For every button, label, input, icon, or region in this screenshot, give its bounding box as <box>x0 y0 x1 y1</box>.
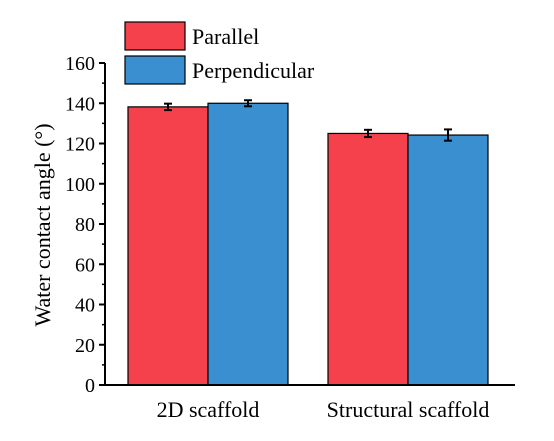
bar <box>127 106 209 386</box>
legend: Parallel Perpendicular <box>124 21 315 85</box>
legend-swatch <box>124 21 186 51</box>
legend-label: Perpendicular <box>192 58 315 83</box>
bars <box>127 102 489 386</box>
bar <box>407 134 489 386</box>
bar <box>327 132 409 386</box>
y-tick-label: 0 <box>85 375 95 397</box>
y-tick-label: 20 <box>75 335 95 357</box>
x-tick-label: Structural scaffold <box>327 397 490 422</box>
x-tick-labels: 2D scaffold Structural scaffold <box>157 397 490 422</box>
y-tick-label: 40 <box>75 295 95 317</box>
y-tick-label: 100 <box>65 174 95 196</box>
y-axis-label: Water contact angle (°) <box>30 123 55 326</box>
y-tick-label: 80 <box>75 214 95 236</box>
bar <box>207 102 289 386</box>
y-tick-label: 120 <box>65 134 95 156</box>
y-tick-label: 140 <box>65 93 95 115</box>
x-tick-label: 2D scaffold <box>157 397 260 422</box>
legend-swatch <box>124 55 186 85</box>
legend-label: Parallel <box>192 24 259 49</box>
y-tick-label: 60 <box>75 254 95 276</box>
error-bars <box>164 99 452 142</box>
y-tick-label: 160 <box>65 53 95 75</box>
y-ticks: 0 20 40 60 80 100 120 140 160 <box>65 53 105 397</box>
